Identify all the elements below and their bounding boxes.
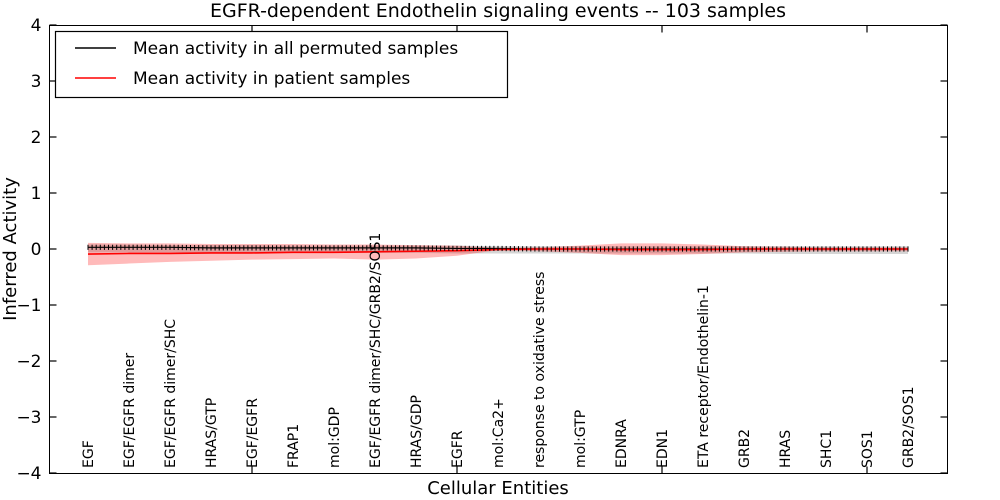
x-tick-label: GRB2	[737, 429, 753, 468]
y-tick-labels: 4 3 2 1 0 −1 −2 −3 −4	[16, 16, 41, 484]
x-tick-label: HRAS	[778, 430, 794, 468]
legend: Mean activity in all permuted samples Me…	[54, 30, 509, 99]
x-tick-label: FRAP1	[286, 424, 302, 468]
legend-box	[54, 30, 509, 99]
y-tick-label: 0	[31, 240, 42, 260]
mean-activity-lines	[87, 244, 909, 255]
x-tick-label: SOS1	[860, 430, 876, 468]
y-tick-label: −4	[16, 464, 41, 484]
x-tick-label: SHC1	[819, 430, 835, 468]
chart-title: EGFR-dependent Endothelin signaling even…	[210, 0, 786, 22]
x-axis-label: Cellular Entities	[427, 478, 569, 499]
y-tick-label: −1	[16, 296, 41, 316]
x-tick-label: EGF/EGFR dimer/SHC/GRB2/SOS1	[368, 233, 384, 468]
x-tick-label: response to oxidative stress	[532, 272, 548, 468]
x-tick-labels: EGF EGF/EGFR dimer EGF/EGFR dimer/SHC HRAS/…	[81, 233, 917, 468]
y-tick-label: −2	[16, 352, 41, 372]
x-tick-label: ETA receptor/Endothelin-1	[696, 285, 712, 468]
y-tick-label: 3	[31, 72, 42, 92]
x-tick-label: GRB2/SOS1	[901, 386, 917, 468]
x-tick-label: EDNRA	[614, 419, 630, 468]
x-tick-label: EDN1	[655, 429, 671, 468]
axis-ticks	[49, 24, 948, 474]
y-tick-label: 4	[31, 16, 42, 36]
x-tick-label: mol:Ca2+	[491, 398, 507, 468]
y-axis-label: Inferred Activity	[0, 177, 21, 321]
x-tick-label: HRAS/GDP	[409, 395, 425, 468]
x-tick-label: HRAS/GTP	[204, 398, 220, 468]
x-tick-label: EGF	[81, 440, 97, 468]
legend-label-patient: Mean activity in patient samples	[133, 69, 410, 89]
x-tick-label: EGF/EGFR dimer	[122, 353, 138, 468]
legend-label-permuted: Mean activity in all permuted samples	[133, 39, 458, 59]
x-tick-label: EGFR	[450, 430, 466, 468]
y-tick-label: 1	[31, 184, 42, 204]
x-tick-label: EGF/EGFR	[245, 398, 261, 468]
x-tick-label: mol:GDP	[327, 407, 343, 468]
x-tick-label: EGF/EGFR dimer/SHC	[163, 319, 179, 468]
y-tick-label: −3	[16, 408, 41, 428]
x-tick-label: mol:GTP	[573, 410, 589, 468]
y-tick-label: 2	[31, 128, 42, 148]
